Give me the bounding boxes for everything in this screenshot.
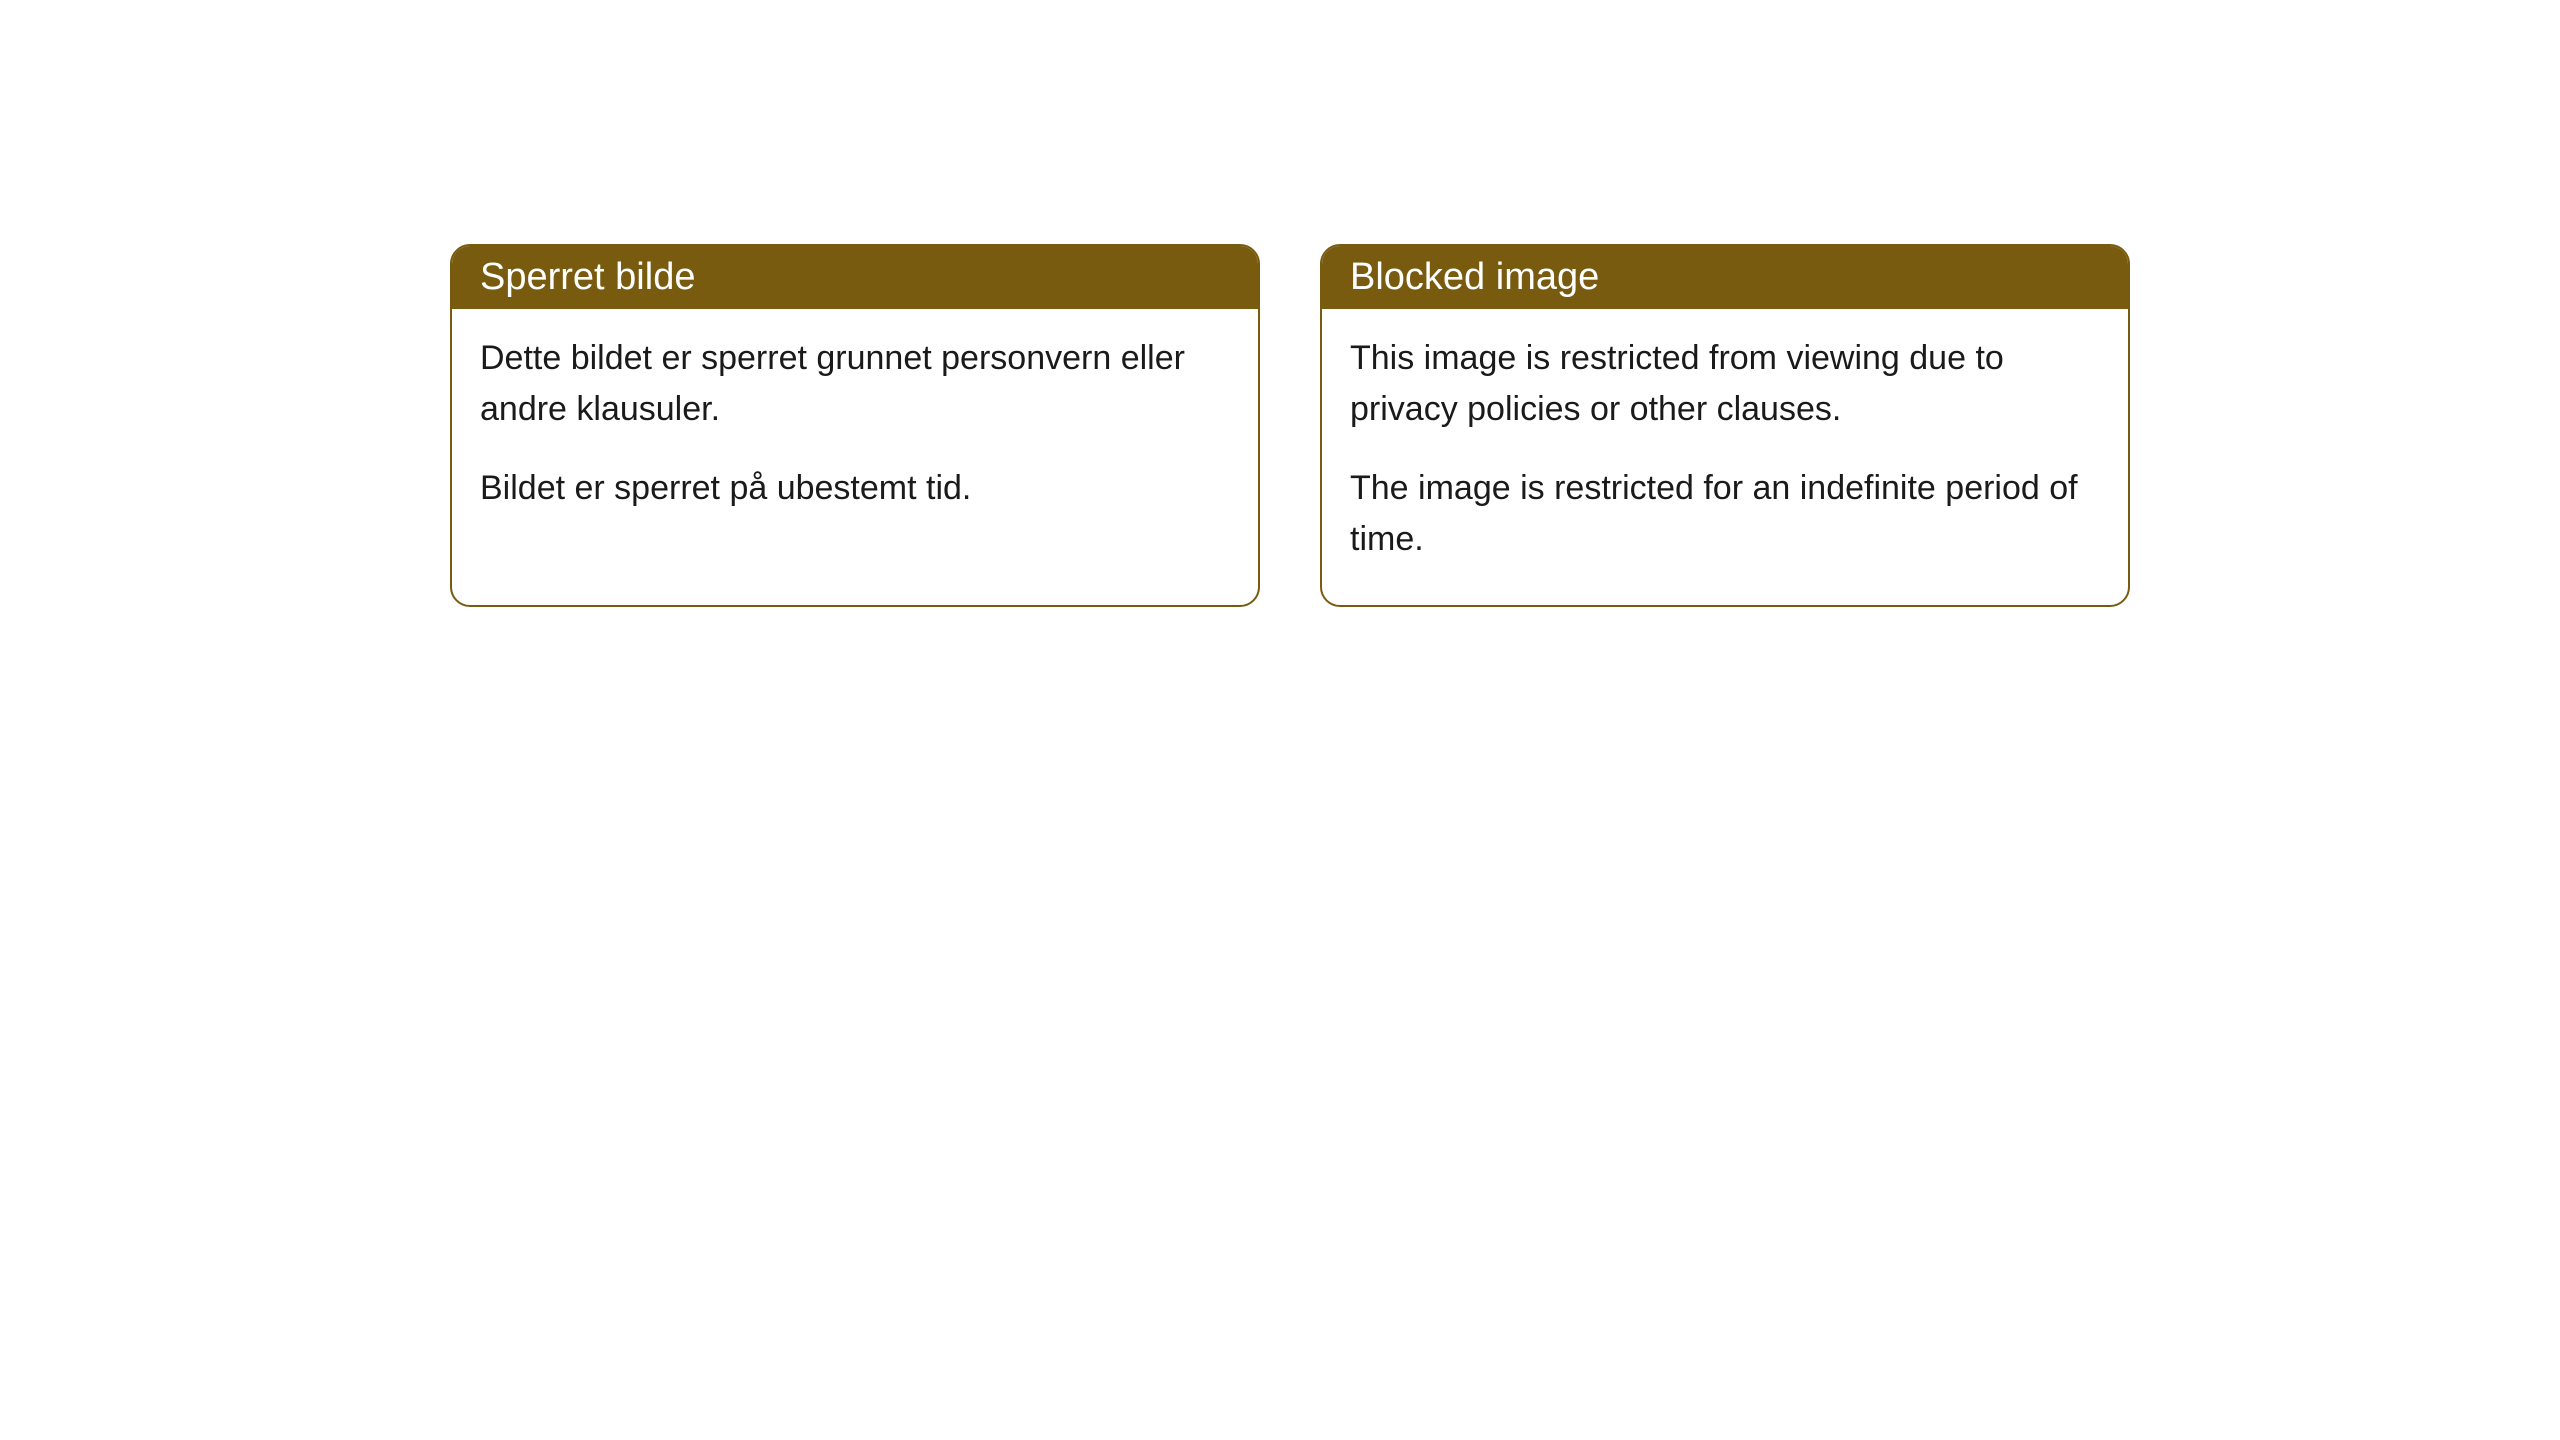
card-body-english: This image is restricted from viewing du… [1322, 309, 2128, 605]
card-paragraph-1-norwegian: Dette bildet er sperret grunnet personve… [480, 333, 1230, 435]
card-paragraph-2-norwegian: Bildet er sperret på ubestemt tid. [480, 463, 1230, 514]
card-english: Blocked image This image is restricted f… [1320, 244, 2130, 607]
card-header-english: Blocked image [1322, 246, 2128, 309]
card-paragraph-1-english: This image is restricted from viewing du… [1350, 333, 2100, 435]
card-paragraph-2-english: The image is restricted for an indefinit… [1350, 463, 2100, 565]
card-header-norwegian: Sperret bilde [452, 246, 1258, 309]
card-body-norwegian: Dette bildet er sperret grunnet personve… [452, 309, 1258, 554]
card-norwegian: Sperret bilde Dette bildet er sperret gr… [450, 244, 1260, 607]
cards-container: Sperret bilde Dette bildet er sperret gr… [0, 0, 2560, 607]
card-title-norwegian: Sperret bilde [480, 256, 695, 298]
card-title-english: Blocked image [1350, 256, 1599, 298]
